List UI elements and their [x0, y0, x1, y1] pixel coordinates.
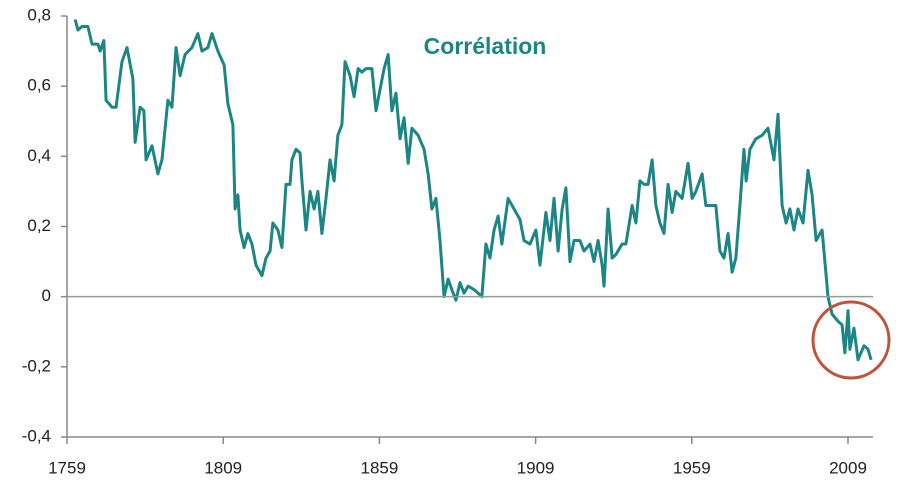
y-tick-label: 0,8 [27, 5, 51, 24]
data-line [73, 19, 873, 362]
x-tick-label: 1859 [360, 458, 398, 477]
y-tick-label: 0,2 [27, 216, 51, 235]
x-tick-label: 1759 [48, 458, 86, 477]
y-tick-label: 0,4 [27, 146, 51, 165]
x-tick-label: 2009 [829, 458, 867, 477]
y-tick-label: 0,6 [27, 76, 51, 95]
y-tick-label: -0,4 [22, 426, 51, 445]
x-tick-label: 1909 [517, 458, 555, 477]
chart-title: Corrélation [424, 33, 547, 59]
highlight-circle [811, 300, 891, 380]
x-tick-label: 1959 [673, 458, 711, 477]
x-tick-label: 1809 [204, 458, 242, 477]
y-tick-label: -0,2 [22, 356, 51, 375]
y-tick-label: 0 [42, 286, 51, 305]
